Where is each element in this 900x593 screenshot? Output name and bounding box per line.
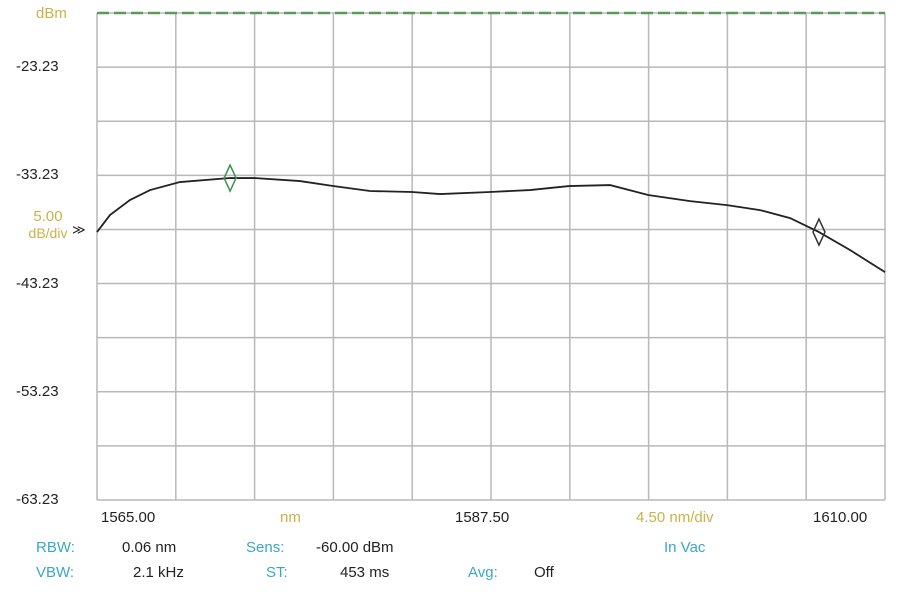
rbw-label: RBW: [36,539,75,556]
marker-diamond-icon [223,163,237,193]
rbw-value: 0.06 nm [122,539,177,556]
sens-label: Sens: [246,539,285,556]
reference-arrow-icon: ≫ [72,222,86,237]
y-tick-label: -23.23 [16,58,59,76]
x-unit-label: nm [280,509,301,526]
spectrum-trace [96,177,886,273]
y-unit-label: dBm [36,5,67,22]
y-tick-label: -63.23 [16,491,59,508]
avg-label: Avg: [468,564,498,581]
x-scale-label: 4.50 nm/div [636,509,714,526]
avg-value: Off [534,564,554,581]
st-label: ST: [266,564,288,581]
y-tick-label: -43.23 [16,274,59,292]
x-tick-label: 1610.00 [813,509,868,526]
y-scale-label: 5.00 dB/div [28,208,68,241]
y-scale-value: 5.00 [33,208,63,225]
x-tick-label: 1565.00 [101,509,156,526]
sens-value: -60.00 dBm [316,539,394,556]
y-tick-label: -33.23 [16,166,59,184]
st-value: 453 ms [340,564,390,581]
y-scale-unit: dB/div [28,225,68,241]
x-tick-label: 1587.50 [455,509,510,526]
medium-label: In Vac [664,539,706,556]
vbw-value: 2.1 kHz [133,564,184,581]
y-tick-label: -53.23 [16,382,59,400]
marker-diamond-icon [812,217,826,247]
vbw-label: VBW: [36,564,75,581]
